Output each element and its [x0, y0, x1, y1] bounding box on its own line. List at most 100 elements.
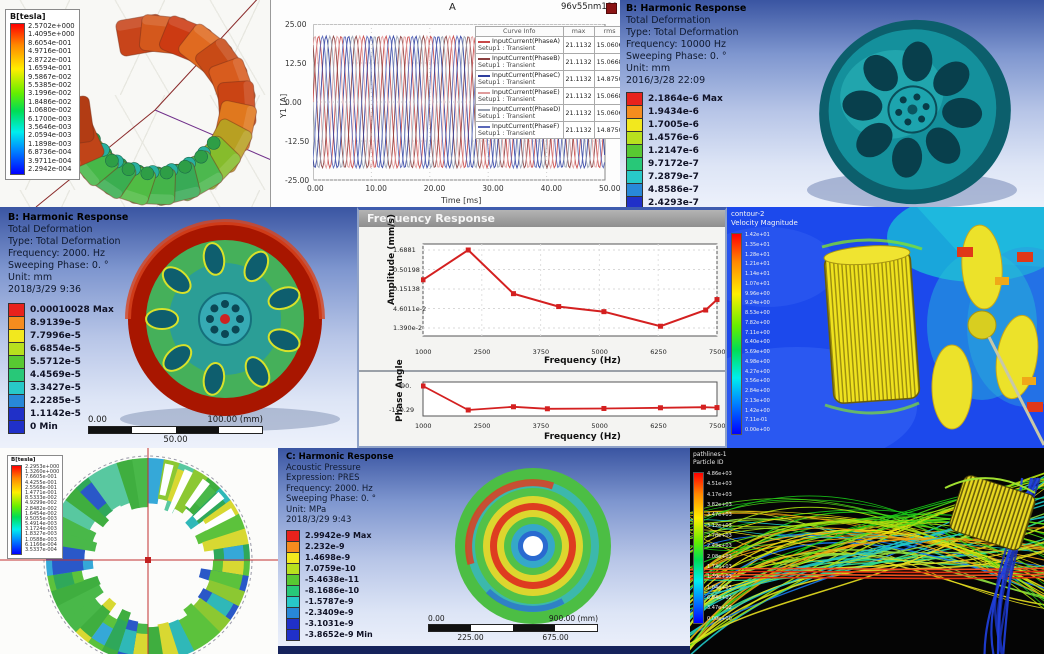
colorbar-value: 2.0594e-003	[28, 131, 72, 140]
colorbar-value: 1.3260e+000	[25, 469, 60, 476]
header-line: Expression: PRES	[286, 473, 360, 483]
colorbar-value: 9.96e+00	[745, 290, 770, 297]
amplitude-xlabel: Frequency (Hz)	[544, 356, 621, 366]
panel-pathlines: pathlines-1 Particle ID 4.86e+03 4.51e+03 4…	[690, 448, 1044, 654]
deformation-wheel	[807, 19, 1017, 207]
legend-value: 5.5712e-5	[30, 356, 81, 367]
legend-swatch	[626, 156, 643, 171]
colorbar-value: 8.53e+00	[745, 310, 770, 316]
legend-value: 1.7005e-6	[648, 119, 699, 130]
legend-swatch	[8, 406, 25, 421]
header-line: 2016/3/28 22:09	[626, 75, 706, 86]
curve-swatch	[478, 91, 490, 94]
colorbar-value: 1.8486e-002	[28, 97, 72, 106]
legend-row: -8.1686e-10	[286, 584, 373, 597]
legend-row: 8.9139e-5	[8, 315, 114, 330]
tick-label: 50.00	[599, 184, 620, 193]
tick-label: 5000	[591, 348, 608, 356]
colorbar-value: 4.9716e-001	[28, 47, 72, 56]
panel-cfd-velocity: contour-2 Velocity Magnitude 1.42e+01 1.35…	[727, 207, 1044, 448]
legend-swatch	[626, 130, 643, 145]
legend-swatch	[8, 419, 25, 434]
curve-row: InputCurrent(PhaseD) Setup1 : Transient 21…	[475, 104, 620, 122]
legend-swatch	[626, 143, 643, 158]
colorbar-value: 4.27e+00	[745, 368, 770, 375]
legend-value: -8.1686e-10	[305, 586, 360, 595]
legend-row: 1.4698e-9	[286, 551, 373, 564]
colorbar-value: 6.40e+00	[745, 339, 770, 346]
legend-row: -1.5787e-9	[286, 595, 373, 608]
ruler-mid: 50.00	[163, 435, 188, 445]
pathlines-plot	[690, 472, 1044, 654]
tick-label: 0.15138	[393, 285, 420, 293]
colorbar-value: 2.08e+03	[707, 553, 732, 560]
tick-label: 30.00	[482, 184, 504, 193]
colorbar-value: 5.69e+00	[745, 349, 770, 355]
tick-label: 40.00	[540, 184, 563, 193]
colorbar-value: 5.5385e-002	[28, 80, 72, 89]
colorbar-value: 1.1898e-003	[28, 139, 72, 148]
colorbar-value: 1.35e+01	[745, 241, 770, 248]
panel-maxwell-ring: B[tesla] 2.2953e+000 1.3260e+000 7.6605e-0…	[0, 448, 278, 654]
tick-label: -12.50	[285, 137, 310, 146]
header-line: 2018/3/29 9:43	[286, 515, 352, 525]
legend-swatch	[286, 628, 300, 641]
header-line: Acoustic Pressure	[286, 462, 361, 473]
legend-swatch	[8, 328, 25, 343]
colorbar-value: 7.11e+00	[745, 329, 770, 336]
col-max: max	[562, 26, 595, 37]
x-axis-label: Time [ms]	[441, 196, 482, 205]
colorbar-value: 1.28e+01	[745, 251, 770, 258]
maxwell-colorbar: 2.5702e+000 1.4095e+000 8.6054e-001 4.9716e…	[10, 23, 75, 175]
colorbar-value: 1.0680e-002	[28, 106, 72, 115]
window-divider	[359, 370, 725, 372]
tick-label: 1.6881	[393, 246, 416, 254]
curve-swatch	[478, 125, 490, 128]
header-line: Unit: MPa	[286, 504, 327, 515]
colorbar-value: 9.5867e-002	[28, 72, 72, 81]
tick-label: 1000	[415, 348, 432, 356]
tick-label: 7500	[709, 422, 726, 430]
colorbar-value: 3.82e+03	[707, 502, 732, 509]
colorbar-values: 2.5702e+000 1.4095e+000 8.6054e-001 4.9716e…	[28, 23, 75, 173]
ruler-q3: 675.00	[542, 633, 569, 642]
colorbar-value: 6.1700e-003	[28, 114, 72, 123]
legend-swatch	[626, 117, 643, 132]
header-line: Type: Total Deformation	[8, 236, 121, 247]
result-header: C: Harmonic Response Acoustic Pressure Exp…	[286, 452, 393, 526]
colorbar-value: 9.24e+00	[745, 300, 770, 307]
legend-row: 2.2285e-5	[8, 393, 114, 408]
colorbar-values: 4.86e+03 4.51e+03 4.17e+03 3.82e+03 3.47e+03…	[707, 472, 732, 622]
design-label: 96v55nm180	[561, 2, 618, 12]
result-legend: 2.1864e-6 Max 1.9434e-6 1.7005e-6 1.4576e-6…	[626, 91, 723, 207]
legend-swatch	[8, 367, 25, 382]
legend-value: 4.8586e-7	[648, 184, 699, 195]
legend-value: 0 Min	[30, 421, 58, 432]
colorbar-value: 1.4095e+000	[28, 30, 75, 39]
panel-maxwell-torus: B[tesla] 2.5702e+000 1.4095e+000 8.6054e-0…	[0, 0, 270, 207]
tick-label: 5000	[591, 422, 608, 430]
curve-row: InputCurrent(PhaseE) Setup1 : Transient 21…	[475, 87, 620, 105]
legend-swatch	[626, 195, 643, 207]
legend-title: B[tesla]	[11, 457, 36, 463]
maxwell-legend-box: B[tesla] 2.2953e+000 1.3260e+000 7.6605e-0…	[7, 455, 64, 559]
header-line: Frequency: 2000. Hz	[8, 248, 105, 259]
curve-swatch	[478, 108, 490, 111]
ruler-start: 0.00	[88, 415, 107, 425]
legend-value: 2.232e-9	[305, 542, 345, 551]
legend-row: 1.4576e-6	[626, 130, 723, 145]
header-line: 2018/3/29 9:36	[8, 284, 82, 295]
header-line: contour-2	[731, 210, 765, 218]
legend-row: 5.5712e-5	[8, 354, 114, 369]
legend-swatch	[626, 104, 643, 119]
tick-label: 0.50198	[393, 265, 420, 274]
ruler-end: 900.00 (mm)	[548, 614, 598, 623]
colorbar-value: 3.56e+00	[745, 378, 770, 385]
header-line: Total Deformation	[8, 224, 93, 235]
window-icon[interactable]	[606, 3, 617, 14]
window-title-bar[interactable]: Frequency Response	[359, 210, 725, 227]
tick-label: 1000	[415, 422, 432, 430]
colorbar-value: 2.13e+00	[745, 397, 770, 404]
colorbar-value: 0.00e+00	[745, 427, 770, 433]
colorbar-gradient	[11, 465, 22, 555]
